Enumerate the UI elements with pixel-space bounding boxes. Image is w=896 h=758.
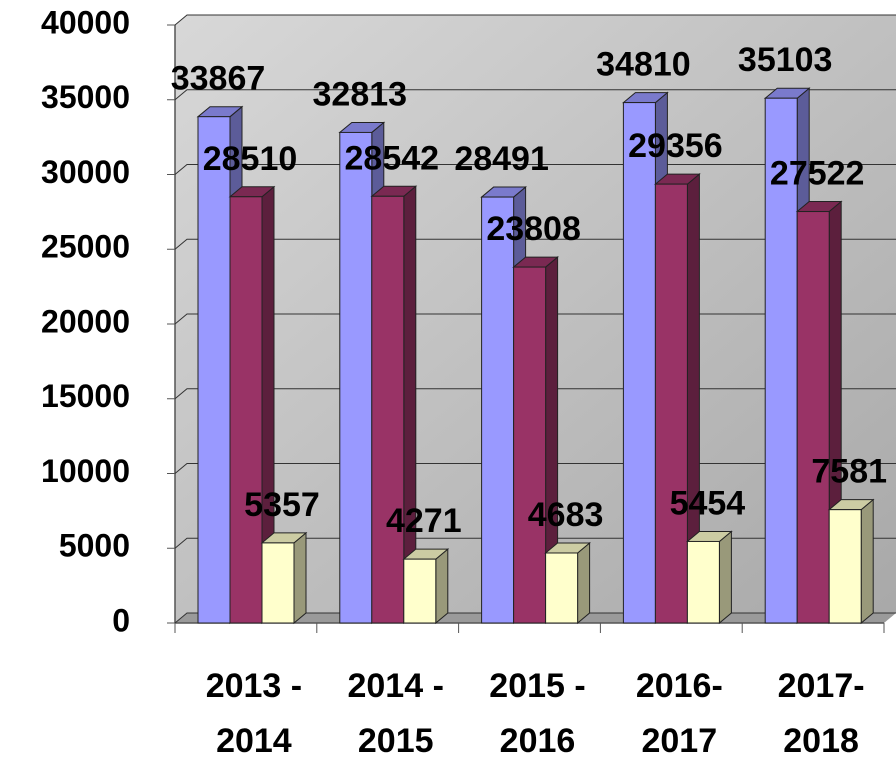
data-label: 5454 <box>670 484 746 522</box>
bar <box>686 530 733 625</box>
bar-face <box>545 552 579 624</box>
bar-face <box>371 195 405 624</box>
y-tick-label: 0 <box>112 602 130 638</box>
data-label: 29356 <box>628 127 723 165</box>
y-tick-label: 20000 <box>41 303 130 339</box>
bar <box>512 256 559 625</box>
bar-face <box>435 548 449 625</box>
bar-face <box>828 509 862 624</box>
data-label: 32813 <box>313 75 408 113</box>
bar-face <box>229 196 263 624</box>
data-label: 7581 <box>811 453 887 491</box>
x-tick-label: 2013 - <box>206 667 302 705</box>
bar-face <box>622 102 656 624</box>
y-tick-label: 5000 <box>59 528 130 564</box>
bar-face <box>513 266 547 624</box>
data-label: 23808 <box>486 210 581 248</box>
x-tick-label: 2016- <box>636 667 723 705</box>
grid-line <box>174 14 896 26</box>
y-tick-label: 15000 <box>41 378 130 414</box>
data-label: 34810 <box>596 46 691 84</box>
data-label: 5357 <box>244 486 320 524</box>
bar <box>654 173 701 625</box>
bar <box>370 185 418 625</box>
y-tick-label: 25000 <box>41 229 130 265</box>
data-label: 4271 <box>386 502 462 540</box>
x-tick-label: 2015 - <box>489 667 585 705</box>
data-label: 35103 <box>738 41 833 79</box>
data-label: 27522 <box>770 155 865 193</box>
bar <box>544 541 591 625</box>
bar-face <box>654 183 688 624</box>
data-label: 4683 <box>528 496 604 534</box>
bar-face <box>293 531 307 625</box>
bar <box>260 531 308 625</box>
bar-face <box>577 541 591 625</box>
bar-face <box>686 540 720 624</box>
bar <box>402 548 450 625</box>
x-tick-label: 2014 - <box>347 667 443 705</box>
data-label: 28491 <box>454 140 549 178</box>
bar-face <box>718 530 732 625</box>
bar-face <box>403 558 437 624</box>
bar-face <box>339 131 373 624</box>
data-label: 28542 <box>345 139 440 177</box>
x-tick-label: 2018 <box>783 722 859 758</box>
bar-face <box>796 211 830 624</box>
bar <box>228 185 276 625</box>
bar-face <box>481 196 515 624</box>
y-tick-label: 40000 <box>41 4 130 40</box>
y-tick-label: 35000 <box>41 79 130 115</box>
data-label: 28510 <box>203 140 298 178</box>
bar-face <box>197 116 231 624</box>
x-tick-label: 2017 <box>641 722 717 758</box>
grid-line <box>174 89 896 101</box>
bar-face <box>261 542 295 624</box>
bar <box>827 498 875 625</box>
x-tick-label: 2016 <box>500 722 576 758</box>
bar-face <box>860 498 874 625</box>
x-tick-label: 2015 <box>358 722 434 758</box>
data-label: 33867 <box>171 60 266 98</box>
x-tick-label: 2014 <box>216 722 292 758</box>
y-tick-label: 30000 <box>41 154 130 190</box>
x-tick-label: 2017- <box>778 667 865 705</box>
y-tick-label: 10000 <box>41 453 130 489</box>
